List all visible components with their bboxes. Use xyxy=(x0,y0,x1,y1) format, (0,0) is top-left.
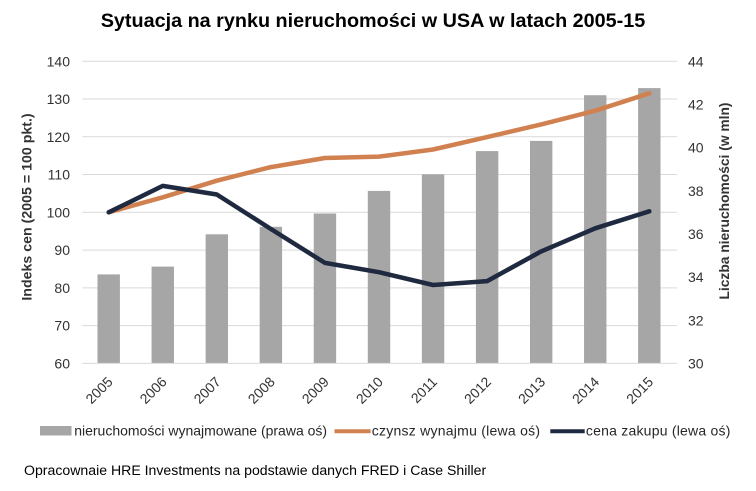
svg-text:70: 70 xyxy=(54,318,70,334)
svg-text:38: 38 xyxy=(688,183,704,199)
svg-text:34: 34 xyxy=(688,269,704,285)
svg-text:Sytuacja na rynku nieruchomośc: Sytuacja na rynku nieruchomości w USA w … xyxy=(101,10,646,32)
svg-text:130: 130 xyxy=(47,91,71,107)
svg-text:42: 42 xyxy=(688,97,704,113)
svg-text:44: 44 xyxy=(688,53,704,69)
svg-text:100: 100 xyxy=(47,204,71,220)
svg-text:30: 30 xyxy=(688,356,704,372)
svg-text:czynsz wynajmu (lewa oś): czynsz wynajmu (lewa oś) xyxy=(372,423,541,439)
svg-text:80: 80 xyxy=(54,280,70,296)
svg-text:Indeks cen (2005 = 100 pkt.): Indeks cen (2005 = 100 pkt.) xyxy=(20,113,36,301)
svg-text:140: 140 xyxy=(47,53,71,69)
svg-text:36: 36 xyxy=(688,226,704,242)
svg-text:Liczba nieruchomości (w mln): Liczba nieruchomości (w mln) xyxy=(717,102,732,299)
svg-text:Opracownaie HRE Investments na: Opracownaie HRE Investments na podstawie… xyxy=(24,462,486,478)
svg-text:90: 90 xyxy=(54,242,70,258)
svg-text:120: 120 xyxy=(47,129,71,145)
svg-text:60: 60 xyxy=(54,356,70,372)
svg-text:40: 40 xyxy=(688,140,704,156)
svg-text:32: 32 xyxy=(688,312,704,328)
svg-text:cena zakupu (lewa oś): cena zakupu (lewa oś) xyxy=(586,423,731,439)
svg-text:110: 110 xyxy=(48,167,71,183)
svg-text:nieruchomości wynajmowane (pra: nieruchomości wynajmowane (prawa oś) xyxy=(74,423,327,439)
